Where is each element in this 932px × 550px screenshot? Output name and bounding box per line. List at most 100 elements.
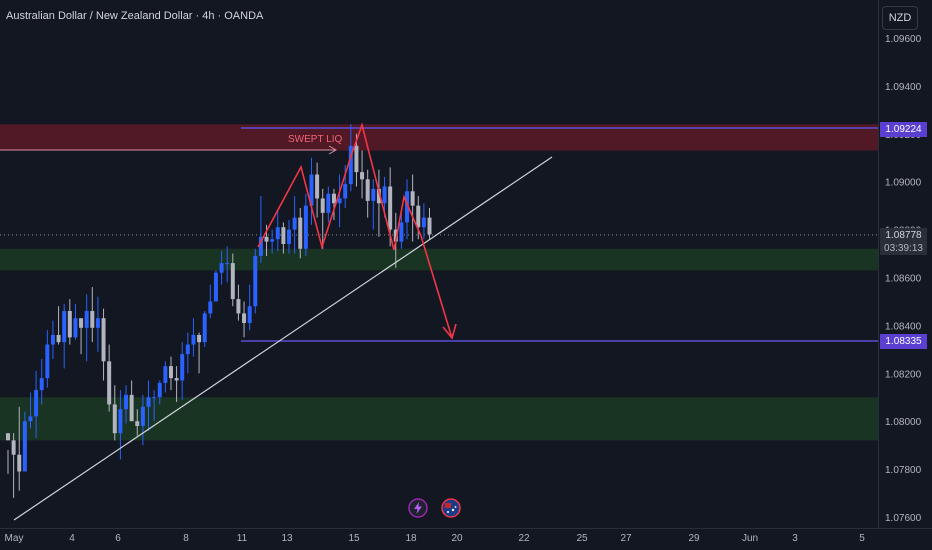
candle-body: [287, 229, 291, 244]
candle-body: [124, 394, 129, 410]
candle-body: [270, 239, 275, 242]
price-tick-label: 1.09000: [885, 178, 922, 189]
symbol-title[interactable]: Australian Dollar / New Zealand Dollar ·…: [6, 10, 264, 22]
candle-body: [388, 186, 393, 230]
candle-body: [337, 198, 342, 204]
time-tick-label: 3: [792, 533, 798, 544]
candle-body: [213, 272, 218, 302]
candle-body: [281, 227, 286, 244]
time-tick-label: May: [5, 533, 24, 544]
projection-arrow: [420, 235, 453, 339]
candle-body: [90, 311, 95, 328]
candle-body: [236, 299, 241, 314]
candle-body: [208, 301, 213, 314]
candle-body: [382, 186, 387, 204]
candle-body: [56, 334, 61, 343]
candle-body: [427, 217, 432, 235]
price-tick-label: 1.08000: [885, 417, 922, 428]
candle-body: [309, 174, 314, 206]
time-tick-label: 13: [281, 533, 293, 544]
candle-body: [185, 344, 190, 355]
candle-body: [107, 361, 112, 405]
resistance-price-tag: 1.09224: [880, 122, 927, 137]
candle-body: [6, 433, 10, 441]
candle-body: [219, 263, 224, 273]
candle-body: [174, 378, 179, 381]
price-tick-label: 1.09600: [885, 34, 922, 45]
time-tick-label: 5: [859, 533, 865, 544]
price-tick-label: 1.07600: [885, 513, 922, 524]
time-tick-label: Jun: [742, 533, 758, 544]
candle-body: [45, 344, 50, 379]
target-price-tag: 1.08335: [880, 334, 927, 349]
candle-body: [331, 193, 336, 204]
candle-body: [191, 334, 196, 345]
candle-body: [180, 354, 185, 381]
candle-body: [79, 318, 84, 328]
candle-body: [253, 255, 258, 307]
support-zone: [0, 248, 878, 271]
time-tick-label: 27: [620, 533, 632, 544]
candle-body: [348, 145, 353, 185]
projection-arrowhead: [442, 323, 457, 340]
candle-body: [112, 404, 117, 434]
candle-body: [264, 236, 269, 242]
time-tick-label: 6: [115, 533, 121, 544]
candle-body: [163, 366, 168, 383]
candle-body: [315, 174, 320, 199]
time-tick-label: 20: [451, 533, 463, 544]
time-tick-label: 8: [183, 533, 189, 544]
swept-liq-label: SWEPT LIQ: [288, 134, 343, 145]
candle-body: [62, 311, 67, 343]
candle-body: [50, 334, 55, 345]
price-tick-label: 1.07800: [885, 465, 922, 476]
candle-body: [360, 172, 365, 180]
price-tick-label: 1.08200: [885, 369, 922, 380]
candle-body: [354, 145, 359, 173]
candle-body: [247, 306, 252, 324]
time-tick-label: 22: [518, 533, 530, 544]
candle-body: [34, 390, 39, 417]
candle-body: [202, 313, 207, 343]
candle-body: [135, 421, 140, 426]
candle-body: [405, 191, 410, 223]
candle-body: [168, 366, 173, 379]
candle-body: [365, 179, 370, 201]
price-tick-label: 1.08400: [885, 321, 922, 332]
price-tick-label: 1.09400: [885, 82, 922, 93]
time-tick-label: 18: [405, 533, 417, 544]
candle-body: [292, 217, 297, 230]
candle-body: [11, 440, 16, 455]
lightning-icon[interactable]: [408, 498, 428, 518]
trendline: [13, 156, 553, 521]
candle-body: [421, 217, 426, 228]
candle-body: [118, 409, 123, 434]
candle-body: [17, 454, 22, 472]
time-tick-label: 29: [688, 533, 700, 544]
candle-body: [157, 382, 162, 398]
price-tick-label: 1.08600: [885, 274, 922, 285]
time-tick-label: 11: [237, 533, 248, 544]
bar-countdown: 03:39:13: [880, 242, 927, 255]
candle-body: [152, 397, 157, 399]
time-tick-label: 4: [69, 533, 75, 544]
candle-body: [230, 263, 235, 300]
candle-body: [197, 334, 202, 343]
candle-body: [73, 318, 78, 338]
candle-body: [275, 227, 280, 240]
currency-button[interactable]: NZD: [882, 6, 918, 30]
candle-body: [410, 191, 415, 206]
swept-liq-arrowhead: [328, 145, 338, 155]
candle-body: [225, 263, 230, 265]
candle-body: [101, 318, 106, 362]
candle-body: [140, 406, 145, 426]
flag-icon[interactable]: [441, 498, 461, 518]
candle-body: [393, 229, 398, 242]
time-tick-label: 15: [348, 533, 360, 544]
pattern-path: [257, 122, 422, 251]
candle-body: [39, 378, 44, 391]
candle-body: [303, 205, 308, 249]
candle-body: [343, 184, 348, 199]
